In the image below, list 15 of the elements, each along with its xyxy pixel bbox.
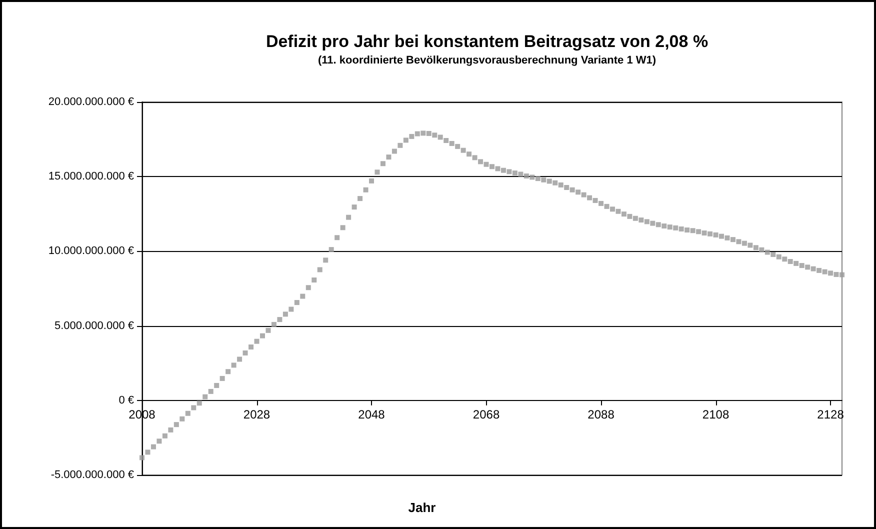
y-tick-label: 10.000.000.000 € [48, 245, 134, 258]
chart-subtitle: (11. koordinierte Bevölkerungsvorausberechnung Variante 1 W1) [318, 54, 656, 66]
x-tick-label: 2128 [817, 407, 844, 422]
x-tick-label: 2108 [702, 407, 730, 422]
y-tick-label: 15.000.000.000 € [48, 170, 134, 183]
y-tick-label: 20.000.000.000 € [48, 96, 134, 108]
x-tick-label: 2088 [588, 407, 615, 422]
y-tick-label: 0 € [118, 394, 134, 406]
x-axis-title: Jahr [408, 500, 436, 515]
x-tick-label: 2028 [243, 407, 270, 422]
x-tick-label: 2048 [358, 407, 386, 422]
y-tick-label: 5.000.000.000 € [54, 320, 134, 332]
y-tick-label: -5.000.000.000 € [50, 469, 134, 481]
chart-title: Defizit pro Jahr bei konstantem Beitragsatz von 2,08 % [266, 32, 708, 51]
x-tick-label: 2068 [472, 407, 500, 422]
